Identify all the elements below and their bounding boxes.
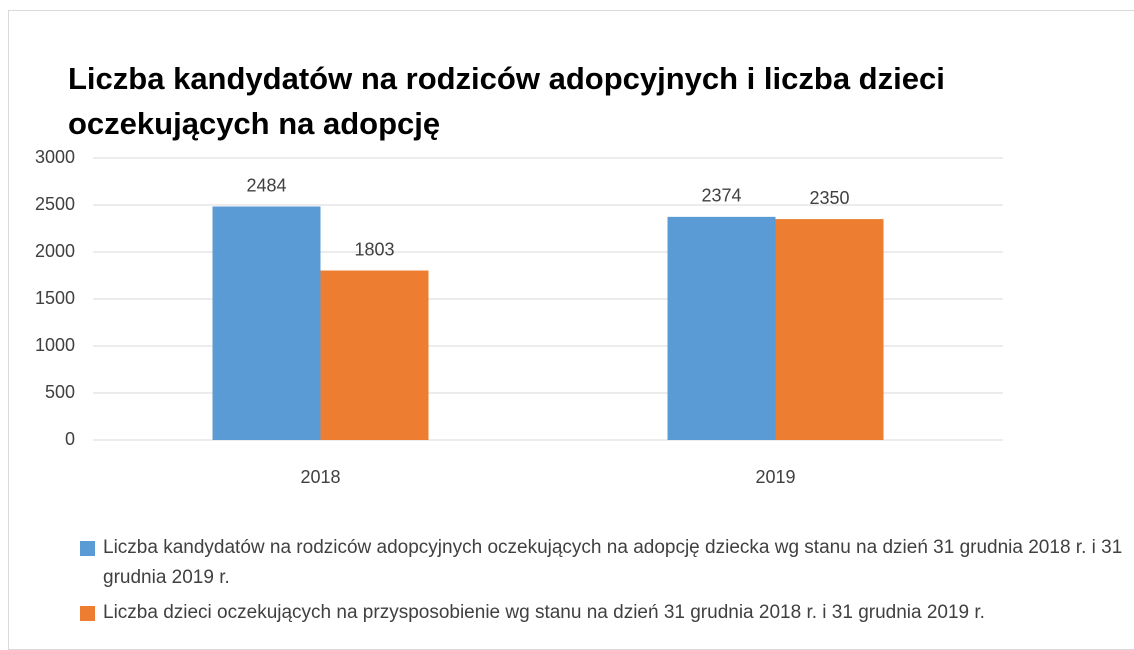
x-tick-label: 2019 bbox=[755, 467, 795, 487]
bar bbox=[667, 216, 776, 440]
data-label: 2484 bbox=[246, 175, 286, 195]
y-tick-label: 3000 bbox=[35, 147, 75, 167]
y-tick-label: 1000 bbox=[35, 335, 75, 355]
page: Liczba kandydatów na rodziców adopcyjnyc… bbox=[8, 10, 1134, 650]
chart-title: Liczba kandydatów na rodziców adopcyjnyc… bbox=[68, 61, 945, 141]
bar bbox=[320, 270, 429, 440]
y-tick-label: 500 bbox=[45, 382, 75, 402]
legend-swatch bbox=[80, 606, 95, 621]
legend-label: Liczba dzieci oczekujących na przysposob… bbox=[103, 602, 985, 623]
legend-item: Liczba dzieci oczekujących na przysposob… bbox=[80, 598, 1134, 628]
data-label: 2350 bbox=[809, 188, 849, 208]
legend: Liczba kandydatów na rodziców adopcyjnyc… bbox=[80, 533, 1134, 633]
data-label: 2374 bbox=[701, 186, 741, 206]
legend-swatch bbox=[80, 541, 95, 556]
chart: 0 500 1000 1500 2000 2500 3000 2018 2484 1803 2019… bbox=[35, 147, 1003, 487]
y-tick-label: 0 bbox=[65, 429, 75, 449]
y-tick-label: 1500 bbox=[35, 288, 75, 308]
bar bbox=[212, 206, 321, 440]
legend-label: Liczba kandydatów na rodziców adopcyjnyc… bbox=[103, 537, 1123, 588]
y-tick-label: 2000 bbox=[35, 241, 75, 261]
bar bbox=[775, 219, 884, 440]
x-tick-label: 2018 bbox=[300, 467, 340, 487]
y-tick-label: 2500 bbox=[35, 194, 75, 214]
legend-item: Liczba kandydatów na rodziców adopcyjnyc… bbox=[80, 533, 1134, 593]
data-label: 1803 bbox=[354, 239, 394, 259]
